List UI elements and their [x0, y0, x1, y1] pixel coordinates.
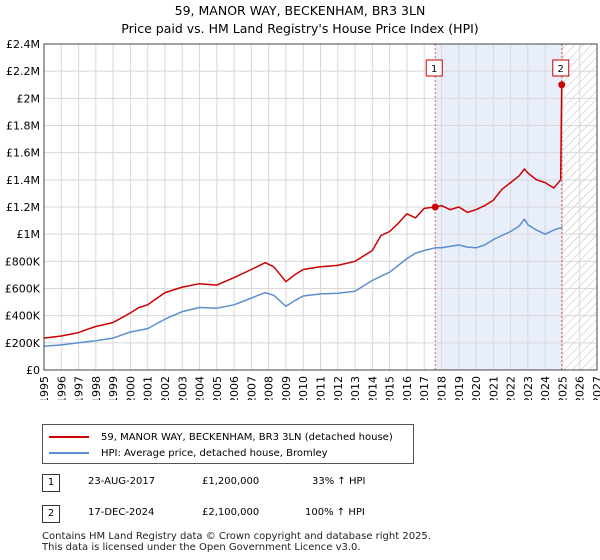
- x-tick-label: 2003: [176, 376, 189, 400]
- x-tick-label: 2026: [574, 376, 587, 400]
- sale-1-point: [431, 203, 439, 211]
- y-tick-label: £600K: [5, 283, 41, 296]
- transaction-hpi: 100% ↑ HPI: [305, 507, 365, 518]
- x-tick-label: 1997: [73, 376, 86, 400]
- x-tick-label: 2020: [470, 376, 483, 400]
- transaction-price: £1,200,000: [202, 476, 260, 487]
- x-tick-label: 2021: [487, 376, 500, 400]
- legend: 59, MANOR WAY, BECKENHAM, BR3 3LN (detac…: [42, 424, 414, 464]
- sale-2-label: 2: [558, 64, 564, 75]
- x-tick-label: 2006: [228, 376, 241, 400]
- x-tick-label: 2027: [591, 376, 600, 400]
- x-tick-label: 1998: [90, 376, 103, 400]
- x-tick-label: 2007: [245, 376, 258, 400]
- footer: Contains HM Land Registry data © Crown c…: [42, 531, 431, 553]
- x-tick-label: 2000: [124, 376, 137, 400]
- x-tick-label: 2024: [539, 376, 552, 400]
- chart-title: 59, MANOR WAY, BECKENHAM, BR3 3LN: [174, 3, 426, 18]
- legend-swatch-hpi: [49, 452, 89, 454]
- y-tick-label: £1.4M: [6, 174, 40, 187]
- y-tick-label: £1.8M: [6, 120, 40, 133]
- chart-subtitle: Price paid vs. HM Land Registry's House …: [121, 21, 479, 36]
- x-tick-label: 2002: [159, 376, 172, 400]
- x-tick-label: 2016: [401, 376, 414, 400]
- legend-item-hpi: HPI: Average price, detached house, Brom…: [49, 446, 328, 460]
- sale-2-point: [558, 81, 566, 89]
- x-tick-label: 2019: [453, 376, 466, 400]
- y-tick-label: £2.4M: [6, 38, 40, 51]
- transaction-number: 2: [42, 505, 60, 523]
- y-tick-label: £400K: [5, 310, 41, 323]
- transaction-price: £2,100,000: [202, 507, 260, 518]
- transaction-number: 1: [42, 474, 60, 492]
- y-tick-label: £2.2M: [6, 65, 40, 78]
- x-tick-label: 2014: [366, 376, 379, 400]
- y-tick-label: £0: [26, 364, 40, 377]
- legend-label-property: 59, MANOR WAY, BECKENHAM, BR3 3LN (detac…: [101, 431, 393, 443]
- transaction-row: 2 17-DEC-2024 £2,100,000 100% ↑ HPI: [42, 505, 562, 523]
- x-tick-label: 2008: [263, 376, 276, 400]
- x-tick-label: 2015: [384, 376, 397, 400]
- sale-1-label-box: [425, 59, 443, 77]
- footer-copyright: Contains HM Land Registry data © Crown c…: [42, 531, 431, 542]
- y-tick-label: £1.6M: [6, 147, 40, 160]
- y-tick-label: £200K: [5, 337, 41, 350]
- x-tick-label: 2017: [418, 376, 431, 400]
- x-tick-label: 2011: [315, 376, 328, 400]
- x-tick-label: 2018: [435, 376, 448, 400]
- legend-label-hpi: HPI: Average price, detached house, Brom…: [101, 447, 328, 459]
- x-tick-label: 2004: [194, 376, 207, 400]
- x-tick-label: 2013: [349, 376, 362, 400]
- y-tick-label: £800K: [5, 255, 41, 268]
- plot-frame: [43, 43, 598, 371]
- x-tick-label: 2025: [556, 376, 569, 400]
- transaction-date: 23-AUG-2017: [88, 476, 156, 487]
- transaction-date: 17-DEC-2024: [88, 507, 155, 518]
- x-tick-label: 1995: [38, 376, 51, 400]
- sale-1-label: 1: [431, 64, 437, 75]
- legend-item-property: 59, MANOR WAY, BECKENHAM, BR3 3LN (detac…: [49, 430, 393, 444]
- y-tick-label: £2M: [17, 92, 41, 105]
- footer-licence: This data is licensed under the Open Gov…: [42, 542, 361, 553]
- transaction-row: 1 23-AUG-2017 £1,200,000 33% ↑ HPI: [42, 474, 562, 492]
- price-paid-line: [43, 84, 563, 339]
- x-tick-label: 2012: [332, 376, 345, 400]
- legend-swatch-property: [49, 436, 89, 438]
- x-tick-label: 2022: [505, 376, 518, 400]
- sale-2-label-box: [552, 59, 570, 77]
- x-tick-label: 2001: [142, 376, 155, 400]
- y-tick-label: £1.2M: [6, 201, 40, 214]
- hpi-line: [43, 218, 563, 347]
- price-chart: 1 2 £0 £200K £400K £600K £800K £1M £1.2M £1.4M £1…: [5, 38, 600, 400]
- x-tick-label: 1996: [55, 376, 68, 400]
- x-tick-label: 2005: [211, 376, 224, 400]
- x-tick-label: 1999: [107, 376, 120, 400]
- x-tick-label: 2009: [280, 376, 293, 400]
- x-tick-label: 2023: [522, 376, 535, 400]
- transaction-hpi: 33% ↑ HPI: [312, 476, 366, 487]
- y-tick-label: £1M: [17, 228, 41, 241]
- x-tick-label: 2010: [297, 376, 310, 400]
